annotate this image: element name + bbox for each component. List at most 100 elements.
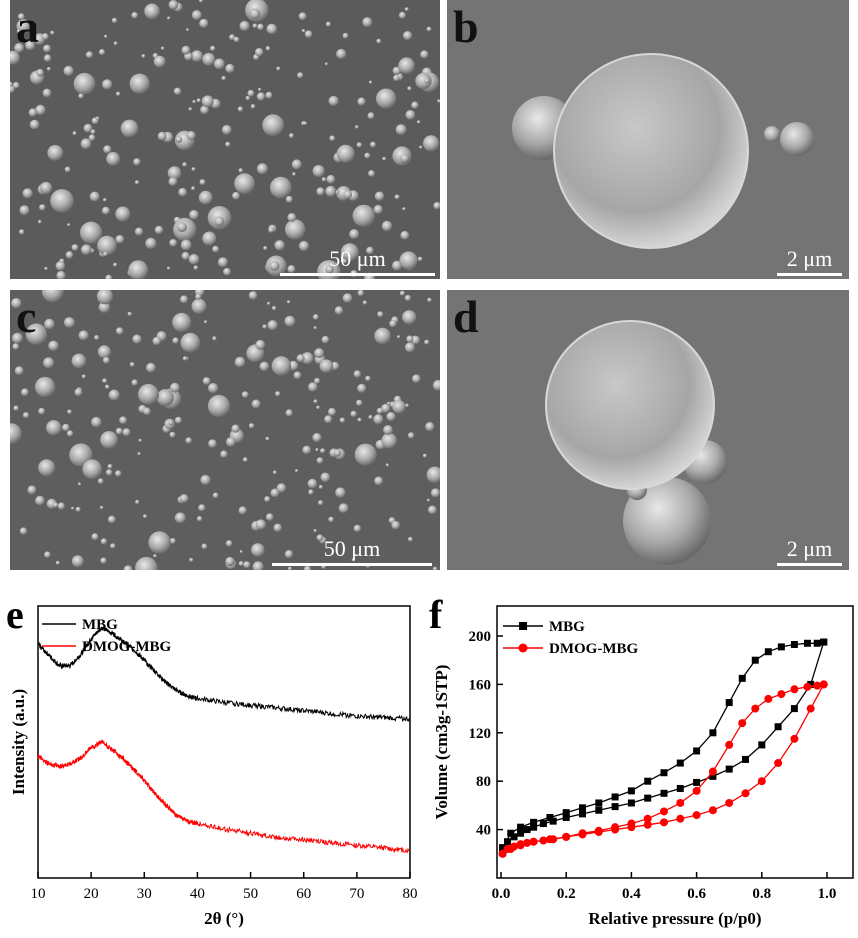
particle [21, 388, 29, 397]
data-point [676, 798, 685, 807]
panel-label-c: c [16, 291, 37, 342]
data-point [676, 759, 684, 767]
particle [181, 251, 190, 260]
particle [192, 100, 196, 104]
particle [276, 66, 281, 71]
data-point [676, 784, 684, 792]
particle [198, 190, 213, 205]
particle [231, 424, 240, 433]
particle [355, 125, 359, 129]
particle [269, 260, 280, 271]
particle [225, 63, 235, 74]
data-point [627, 799, 635, 807]
particle [46, 67, 51, 71]
data-point [774, 723, 782, 731]
sem-image-d [447, 290, 849, 570]
particle [143, 407, 151, 416]
data-point [708, 767, 717, 776]
particle [383, 425, 393, 435]
particle [35, 376, 56, 398]
particle [320, 448, 326, 454]
particle [412, 374, 421, 383]
particle [111, 17, 118, 24]
series-line-dmog-mbg [37, 739, 410, 854]
particle [57, 502, 65, 510]
particle [46, 420, 62, 436]
particle [44, 266, 48, 271]
particle [238, 506, 247, 515]
particle [137, 452, 141, 456]
particle [103, 251, 108, 257]
particle [238, 168, 243, 173]
data-point [738, 719, 747, 728]
particle [291, 159, 302, 170]
particle [377, 311, 384, 318]
particle [43, 357, 55, 369]
sem-panel-b: b 2 μm [447, 0, 849, 279]
particle [353, 524, 362, 533]
panel-label-e: e [6, 592, 24, 637]
particle [115, 91, 121, 97]
particle [325, 185, 337, 197]
data-point [611, 823, 620, 832]
particle [210, 45, 216, 52]
particle [256, 163, 268, 175]
particle [398, 57, 415, 74]
chart-isotherm: f 0.0 0.2 0.4 0.6 0.8 1.0 40 80 120 160 200 MBG DMOG… [429, 592, 854, 928]
data-point [539, 836, 548, 845]
particle [191, 10, 202, 21]
particle [180, 332, 201, 353]
particle [40, 181, 53, 195]
particle [316, 457, 324, 464]
particle [71, 506, 74, 510]
data-point [790, 734, 799, 743]
particle [392, 400, 406, 414]
particle [16, 29, 21, 34]
legend-label: DMOG-MBG [82, 639, 171, 655]
particle [188, 107, 193, 111]
particle [191, 50, 203, 62]
data-point [530, 818, 538, 826]
particle [19, 527, 28, 535]
particle [288, 566, 292, 570]
particle [72, 131, 77, 136]
particle [167, 166, 182, 180]
data-point [498, 849, 507, 858]
data-point [764, 694, 773, 703]
particle [374, 476, 383, 486]
particle [81, 374, 86, 379]
series-line-mbg [37, 625, 410, 723]
particle [321, 177, 327, 182]
data-point [741, 789, 750, 798]
particle [245, 95, 250, 101]
particle [328, 516, 334, 523]
particle [257, 23, 264, 31]
particle [404, 342, 415, 353]
particle [182, 162, 187, 167]
particle [284, 550, 293, 559]
particle [326, 174, 336, 184]
data-point [523, 826, 531, 834]
particle [313, 529, 317, 533]
data-point [611, 793, 619, 801]
x-tick-label: 80 [403, 886, 418, 902]
particle [132, 334, 142, 344]
data-point [709, 729, 717, 737]
particle [217, 257, 228, 268]
data-point [562, 814, 570, 821]
particle [425, 422, 435, 432]
scale-bar-d: 2 μm [777, 536, 842, 566]
particle [83, 123, 93, 133]
particle [71, 244, 79, 251]
scale-bar-c: 50 μm [272, 536, 432, 566]
particle [104, 34, 108, 39]
particle [97, 235, 117, 256]
particle [352, 204, 375, 227]
particle [312, 433, 322, 443]
particle-cluster [10, 290, 440, 570]
particle [168, 0, 179, 10]
particle [249, 8, 261, 20]
particle [78, 330, 89, 341]
particle [47, 145, 64, 161]
particle [141, 54, 146, 58]
